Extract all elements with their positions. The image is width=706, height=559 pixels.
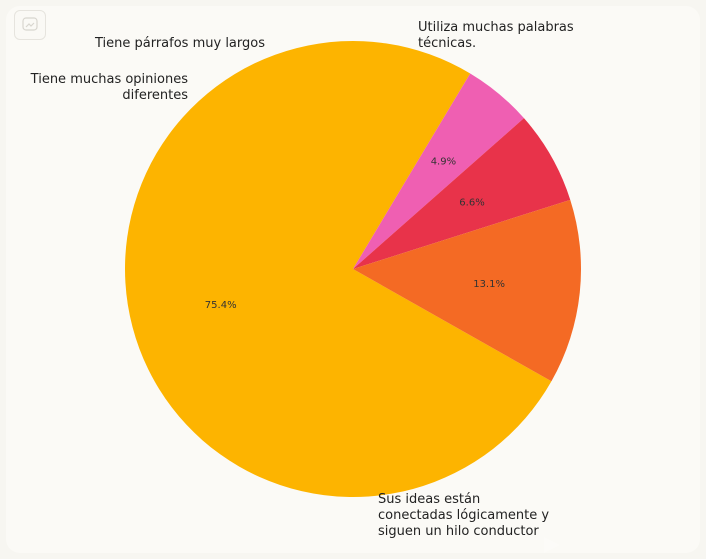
slice-label-line: siguen un hilo conductor (378, 524, 539, 539)
slice-label-line: Tiene párrafos muy largos (94, 36, 265, 51)
image-placeholder-icon (14, 10, 46, 40)
slice-percent-label: 13.1% (473, 279, 505, 290)
slice-category-label: Tiene muchas opiniones diferentes (30, 72, 189, 103)
slice-percent-label: 6.6% (459, 198, 484, 209)
slice-label-line: diferentes (122, 88, 188, 103)
pie-slice (353, 199, 582, 382)
pie-slice (353, 118, 571, 269)
slice-label-line: conectadas lógicamente y (378, 508, 549, 523)
slice-label-line: técnicas. (418, 36, 476, 51)
pie-slice (124, 40, 552, 497)
slice-label-line: Tiene muchas opiniones (30, 72, 189, 87)
slice-label-line: Sus ideas están (378, 492, 480, 507)
slice-label-line: Utiliza muchas palabras (418, 20, 574, 35)
pie-slice (353, 73, 524, 269)
watermark-icon (544, 537, 560, 553)
slice-category-label: Utiliza muchas palabras técnicas. (418, 20, 574, 51)
slice-category-label: Tiene párrafos muy largos (94, 36, 265, 51)
slice-percent-label: 75.4% (205, 300, 237, 311)
slice-percent-label: 4.9% (431, 156, 456, 167)
